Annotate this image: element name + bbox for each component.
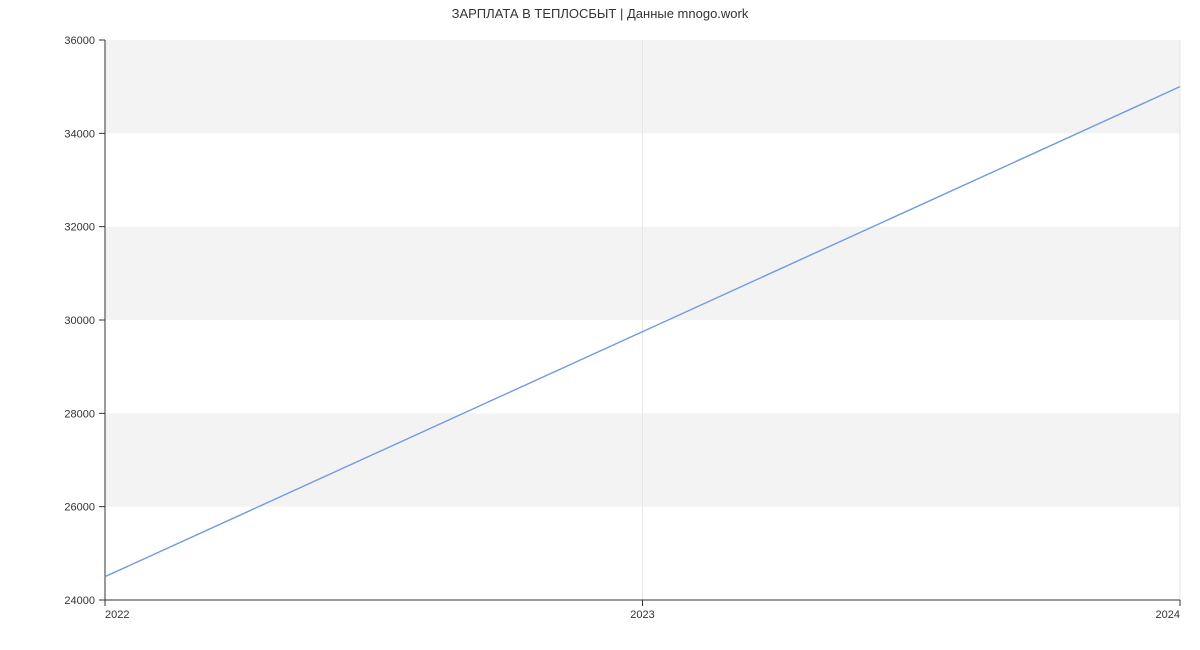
- chart-svg: 24000 26000 28000 30000 32000 34000 36000 2022 2…: [0, 0, 1200, 650]
- y-tick-label: 36000: [64, 35, 95, 47]
- y-tick-label: 30000: [64, 315, 95, 327]
- y-tick-label: 26000: [64, 502, 95, 514]
- salary-line-chart: ЗАРПЛАТА В ТЕПЛОСБЫТ | Данные mnogo.work…: [0, 0, 1200, 650]
- y-tick-label: 24000: [64, 595, 95, 607]
- y-tick-label: 28000: [64, 408, 95, 420]
- x-tick-label: 2022: [105, 609, 129, 621]
- y-tick-label: 32000: [64, 222, 95, 234]
- x-tick-label: 2024: [1156, 609, 1180, 621]
- y-tick-label: 34000: [64, 128, 95, 140]
- x-tick-label: 2023: [630, 609, 654, 621]
